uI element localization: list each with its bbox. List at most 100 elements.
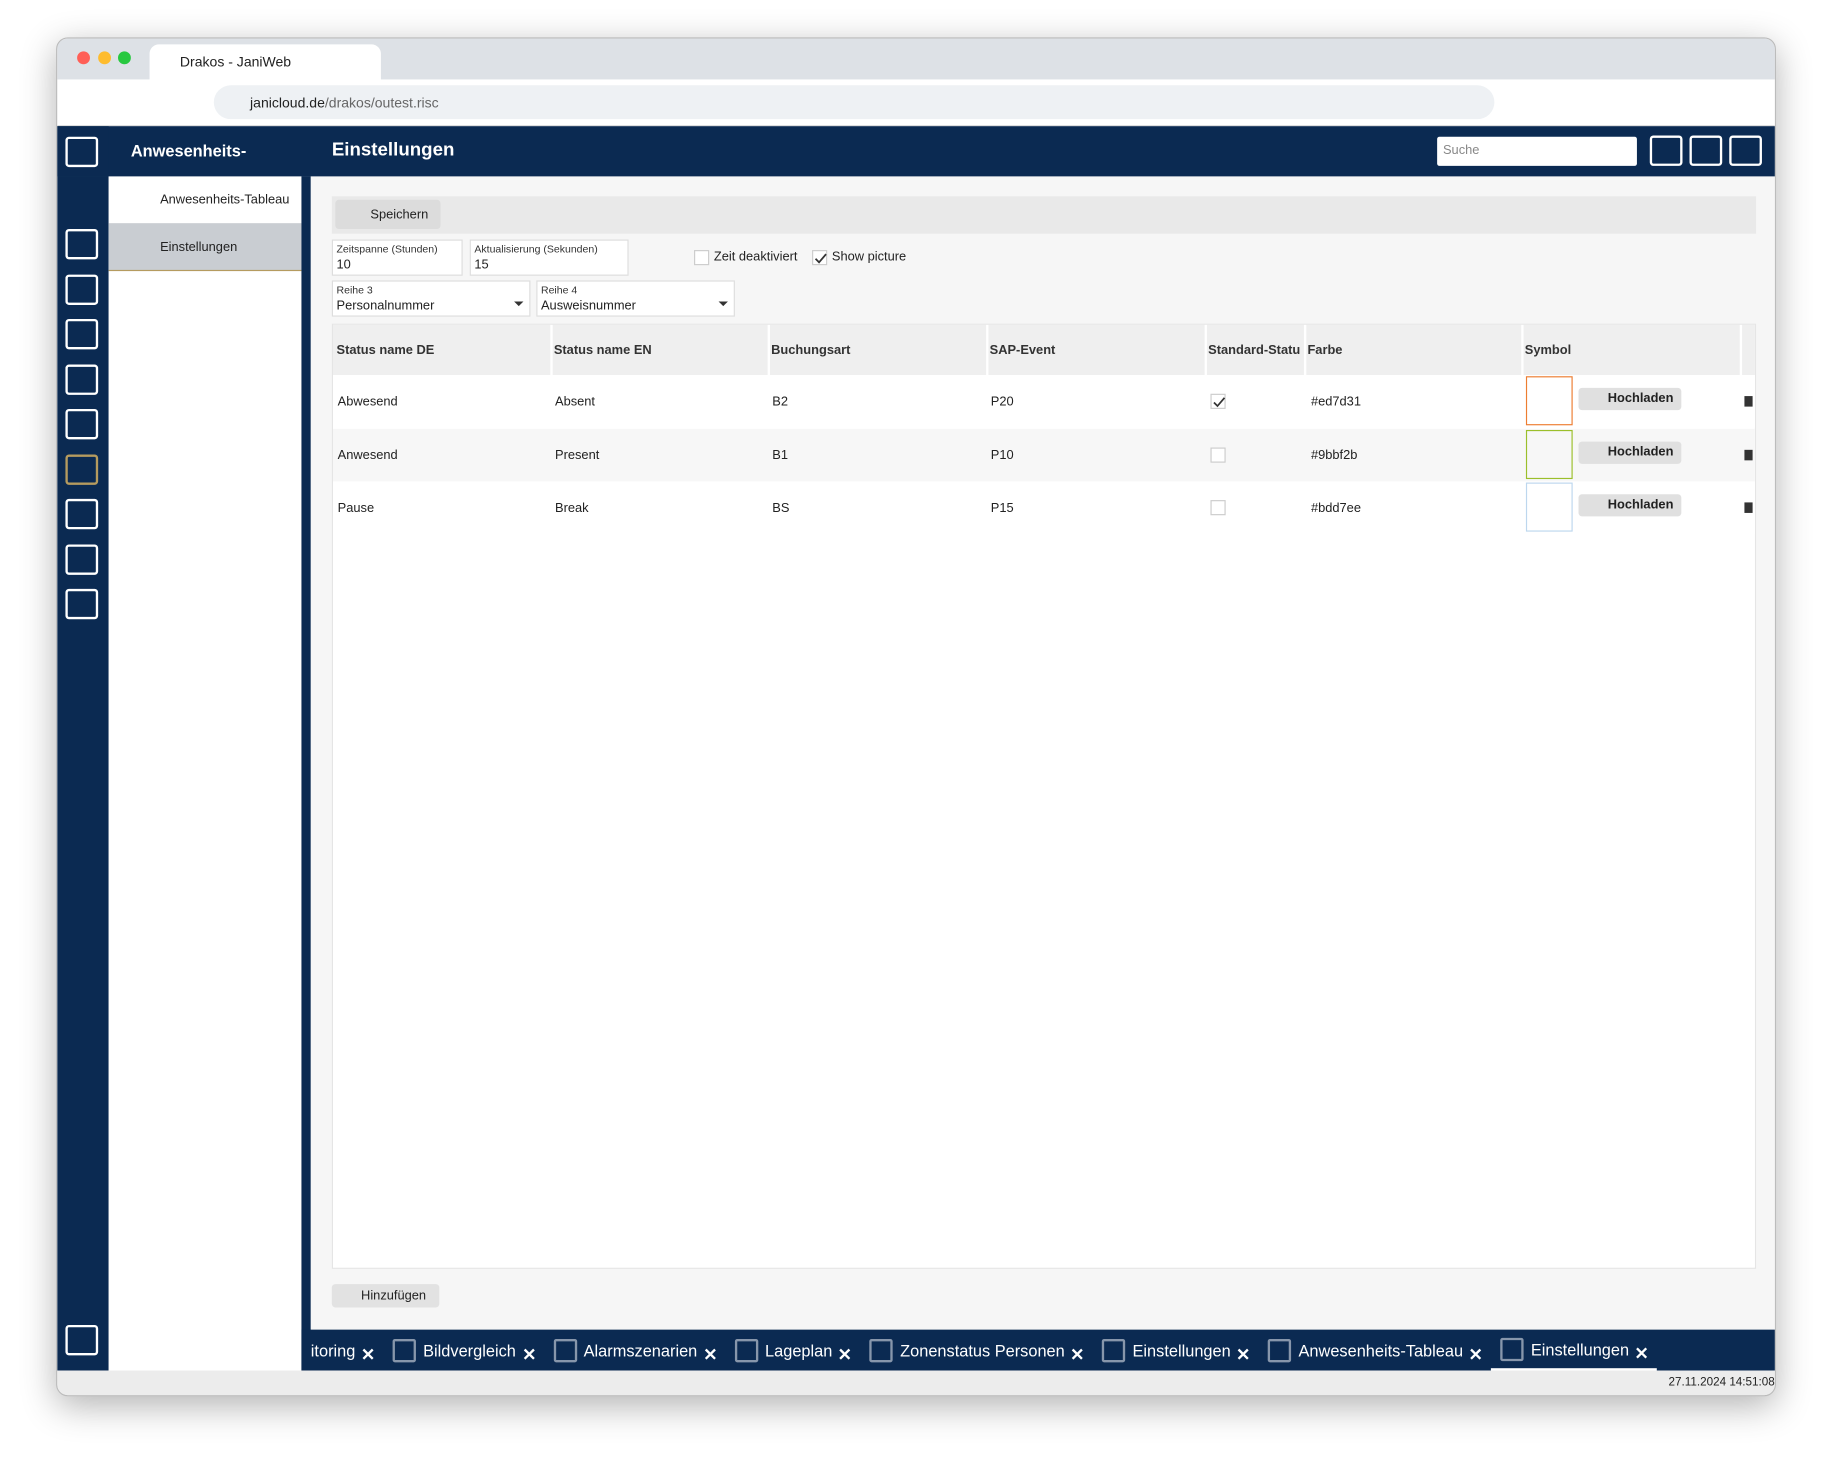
side-menu: Anwesenheits-Tableau Einstellungen: [108, 176, 302, 1371]
upload-button[interactable]: Hochladen: [1578, 387, 1682, 411]
tab-close[interactable]: [839, 1344, 851, 1360]
bottom-tab[interactable]: Zonenstatus Personen: [860, 1330, 1092, 1371]
browser-tab[interactable]: Drakos - JaniWeb: [149, 44, 381, 80]
delete-icon[interactable]: [1744, 449, 1753, 460]
field-value: 10: [336, 258, 351, 273]
checkbox[interactable]: [694, 250, 710, 266]
text-field[interactable]: Zeitspanne (Stunden) 10: [331, 239, 463, 276]
cell: Pause: [337, 501, 375, 516]
tab-close[interactable]: [362, 1344, 374, 1360]
cell: Abwesend: [337, 394, 398, 409]
tab-label: Einstellungen: [1132, 1340, 1231, 1360]
tab-close[interactable]: [523, 1344, 535, 1360]
nav-icon[interactable]: [65, 318, 99, 350]
nav-icon[interactable]: [65, 408, 99, 440]
checkbox[interactable]: [1210, 500, 1226, 516]
checkbox[interactable]: [1210, 393, 1226, 409]
nav-icon[interactable]: [65, 498, 99, 530]
tab-close[interactable]: [1072, 1344, 1084, 1360]
app-header: Anwesenheits- Einstellungen Suche: [57, 126, 1775, 177]
search-box[interactable]: Suche: [1437, 136, 1637, 166]
upload-button[interactable]: Hochladen: [1578, 441, 1682, 464]
text-field[interactable]: Aktualisierung (Sekunden) 15: [469, 239, 629, 276]
column-divider: [1204, 324, 1207, 376]
menu-label: Anwesenheits-Tableau: [160, 192, 290, 207]
save-button[interactable]: Speichern: [335, 199, 441, 230]
splitter[interactable]: [301, 176, 311, 1371]
column-divider: [986, 324, 989, 376]
tab-icon: [553, 1338, 577, 1362]
select-value: Ausweisnummer: [540, 299, 636, 314]
bottom-tab[interactable]: Einstellungen: [1491, 1330, 1658, 1371]
url-bar[interactable]: janicloud.de/drakos/outest.risc: [213, 85, 1495, 120]
upload-button[interactable]: Hochladen: [1578, 494, 1682, 517]
symbol: [1525, 376, 1573, 426]
delete-icon[interactable]: [1744, 396, 1753, 407]
select[interactable]: Reihe 4 Ausweisnummer: [536, 280, 735, 317]
chat-icon[interactable]: [1689, 135, 1723, 166]
url-path: /drakos/outest.risc: [324, 94, 439, 111]
home-icon[interactable]: [65, 136, 99, 168]
close-x: [362, 1348, 374, 1360]
column-header: Farbe: [1307, 343, 1343, 358]
bottom-tab[interactable]: Lageplan: [725, 1330, 860, 1371]
nav-icon[interactable]: [65, 588, 99, 620]
cell: P20: [990, 394, 1014, 409]
field-value: 15: [474, 258, 489, 273]
checkbox[interactable]: [812, 250, 828, 266]
add-button[interactable]: Hinzufügen: [331, 1284, 440, 1308]
select-label: Reihe 4: [540, 283, 578, 296]
bottom-tab[interactable]: Anwesenheits-Tableau: [1259, 1330, 1491, 1371]
nav-icon[interactable]: [65, 543, 99, 575]
delete-icon[interactable]: [1744, 502, 1753, 513]
table-row: Abwesend Absent B2 P20 #ed7d31 Hochladen: [332, 375, 1755, 428]
bottom-tab[interactable]: Alarmszenarien: [544, 1330, 725, 1371]
content: Speichern Status name DE Status name EN Bu…: [310, 176, 1775, 1330]
tab-label: itoring: [310, 1340, 356, 1360]
cell: Absent: [554, 394, 596, 409]
nav-icon[interactable]: [65, 229, 99, 260]
close-x: [1636, 1346, 1648, 1358]
select[interactable]: Reihe 3 Personalnummer: [331, 280, 531, 317]
select-arrow: [514, 301, 524, 307]
menu-item-selected[interactable]: Einstellungen: [108, 223, 302, 272]
cell: P15: [990, 501, 1014, 516]
table-header: [332, 324, 1755, 376]
bottom-tab[interactable]: Bildvergleich: [383, 1330, 544, 1371]
power-icon[interactable]: [65, 1324, 99, 1356]
close-x: [1470, 1348, 1482, 1360]
tab-icon: [1102, 1338, 1126, 1362]
column-divider: [1739, 324, 1743, 376]
close-dot[interactable]: [77, 51, 90, 65]
browser-window: Drakos - JaniWeb janicloud.de/drakos/out…: [56, 37, 1776, 1397]
min-dot[interactable]: [98, 51, 111, 65]
table-row: Anwesend Present B1 P10 #9bbf2b Hochladen: [332, 428, 1755, 481]
max-dot[interactable]: [118, 51, 131, 65]
nav-icon[interactable]: [65, 453, 99, 485]
color-cell: #ed7d31: [1310, 394, 1361, 409]
upload-label: Hochladen: [1607, 391, 1674, 406]
column-header: SAP-Event: [989, 343, 1056, 358]
tab-close[interactable]: [1636, 1343, 1648, 1358]
tab-icon: [1268, 1338, 1292, 1362]
bottom-tab[interactable]: itoring: [301, 1330, 383, 1371]
tab-close[interactable]: [704, 1344, 716, 1360]
column-header: Buchungsart: [771, 343, 851, 358]
nav-icon[interactable]: [65, 363, 99, 395]
color-cell: #9bbf2b: [1310, 448, 1358, 463]
bottom-tab[interactable]: Einstellungen: [1093, 1330, 1259, 1371]
upload-label: Hochladen: [1607, 444, 1674, 459]
close-x: [1072, 1348, 1084, 1360]
checkbox[interactable]: [1210, 446, 1226, 463]
select-value: Personalnummer: [336, 299, 435, 314]
help-icon[interactable]: [1649, 135, 1683, 166]
nav-icon[interactable]: [65, 273, 99, 305]
tab-close[interactable]: [1238, 1344, 1250, 1360]
menu-item[interactable]: Anwesenheits-Tableau: [109, 176, 302, 223]
tab-close[interactable]: [1470, 1344, 1482, 1360]
checkbox-label: Zeit deaktiviert: [713, 250, 798, 265]
user-icon[interactable]: [1729, 135, 1762, 166]
field-label: Zeitspanne (Stunden): [336, 243, 438, 255]
tab-icon: [734, 1338, 759, 1362]
